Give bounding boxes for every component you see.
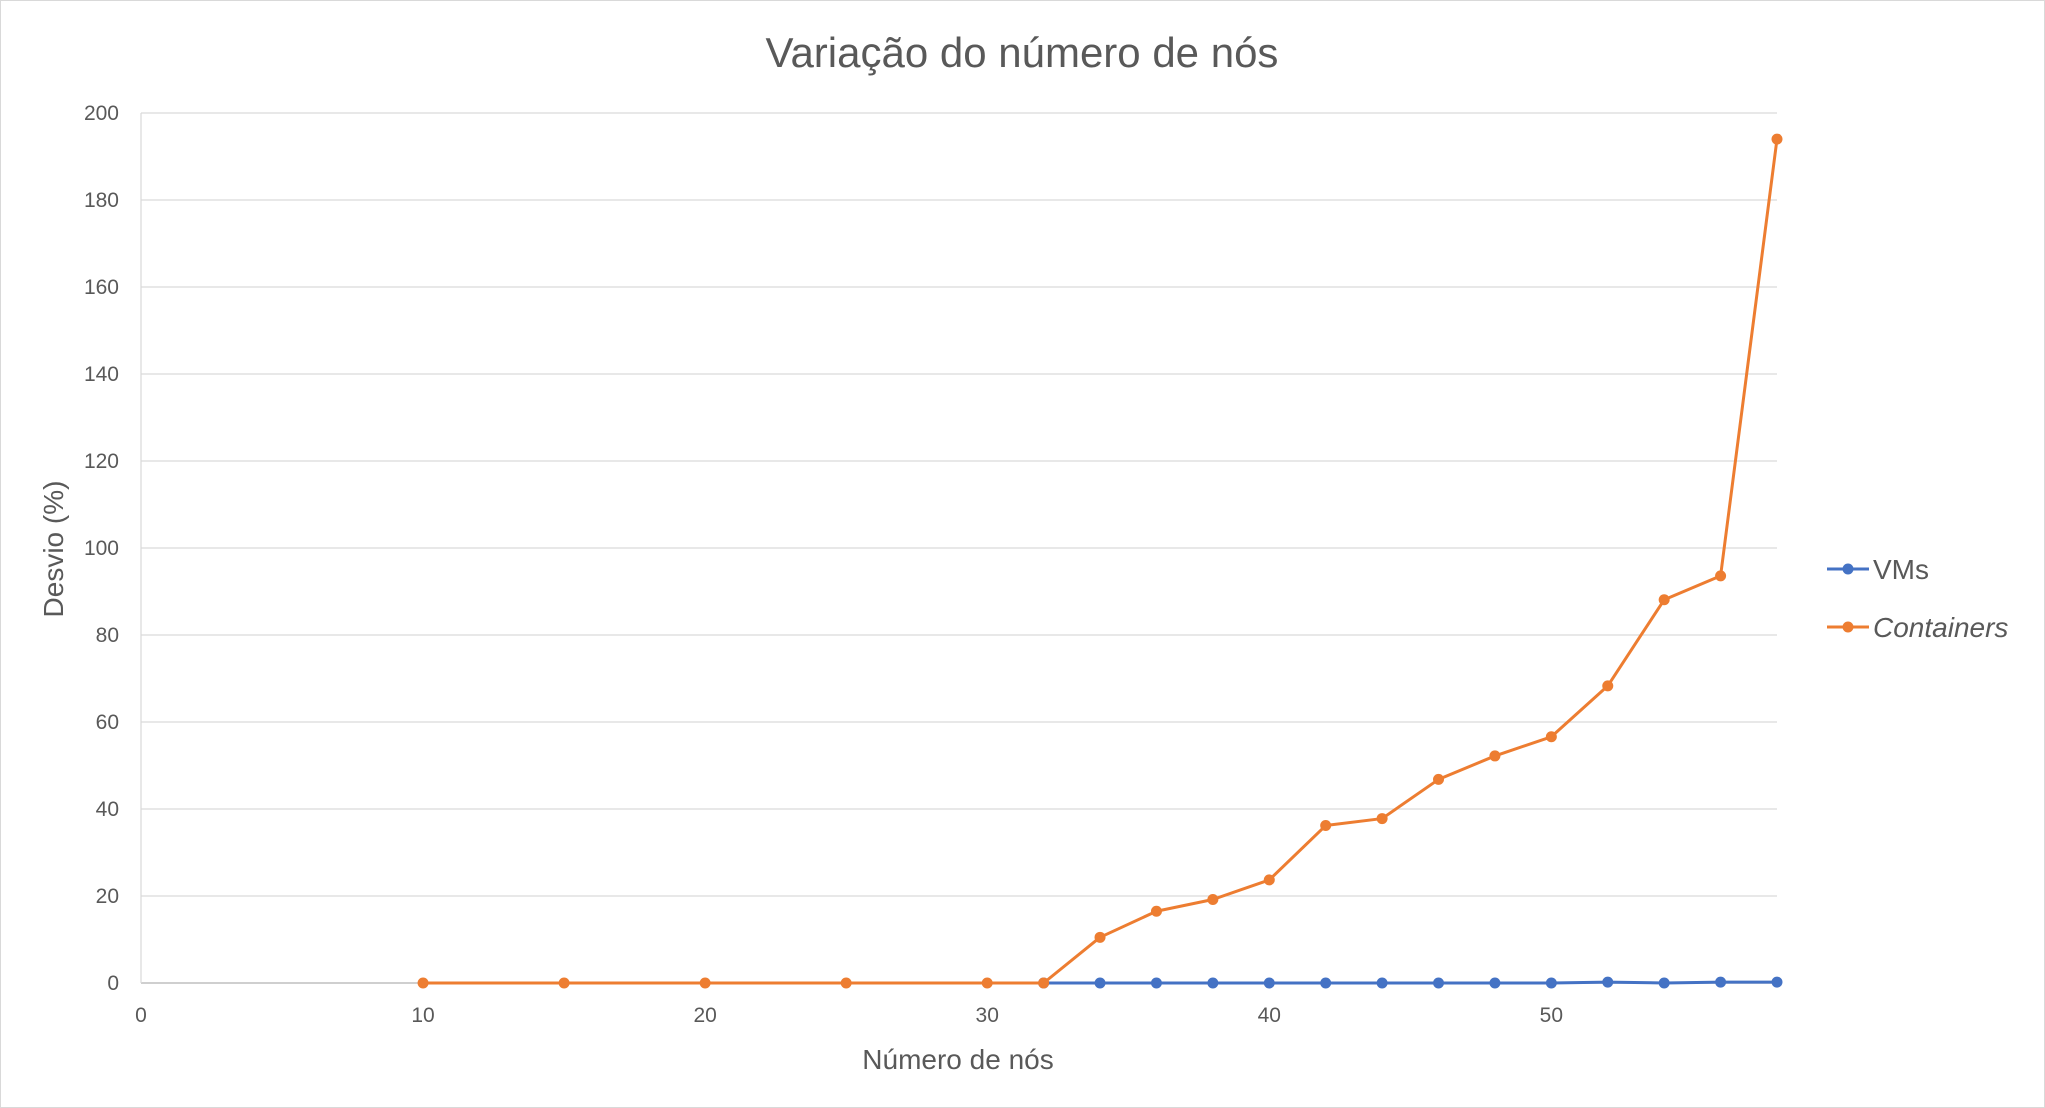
data-point <box>1320 820 1332 832</box>
data-point <box>1715 976 1727 988</box>
x-tick-label: 10 <box>411 1004 434 1027</box>
data-point <box>1094 931 1106 943</box>
data-point <box>1263 874 1275 886</box>
data-point <box>1038 977 1050 989</box>
y-tick-label: 180 <box>84 189 119 212</box>
data-point <box>417 977 429 989</box>
data-point <box>1602 680 1614 692</box>
data-point <box>1150 905 1162 917</box>
y-tick-label: 100 <box>84 537 119 560</box>
y-tick-label: 40 <box>96 798 119 821</box>
legend-item: Containers <box>1827 612 2008 643</box>
y-tick-label: 140 <box>84 363 119 386</box>
y-tick-label: 200 <box>84 102 119 125</box>
y-tick-label: 60 <box>96 711 119 734</box>
x-tick-label: 20 <box>693 1004 716 1027</box>
x-tick-label: 30 <box>976 1004 999 1027</box>
series-containers <box>417 133 1783 989</box>
x-tick-label: 50 <box>1540 1004 1563 1027</box>
data-point <box>1545 977 1557 989</box>
data-point <box>699 977 711 989</box>
data-point <box>558 977 570 989</box>
data-point <box>1602 976 1614 988</box>
data-point <box>1207 893 1219 905</box>
chart-title: Variação do número de nós <box>766 29 1279 76</box>
data-series <box>417 133 1783 989</box>
data-point <box>981 977 993 989</box>
legend-swatch-marker <box>1842 621 1854 633</box>
legend-item: VMs <box>1827 554 1929 585</box>
data-point <box>1545 731 1557 743</box>
data-point <box>1094 977 1106 989</box>
data-point <box>1489 977 1501 989</box>
data-point <box>1771 133 1783 145</box>
data-point <box>1263 977 1275 989</box>
legend-swatch-marker <box>1842 563 1854 575</box>
data-point <box>840 977 852 989</box>
x-tick-label: 0 <box>135 1004 147 1027</box>
gridlines <box>140 112 1777 984</box>
legend: VMs Containers <box>1827 554 2008 643</box>
data-point <box>1320 977 1332 989</box>
data-point <box>1376 977 1388 989</box>
data-point <box>1433 773 1445 785</box>
data-point <box>1207 977 1219 989</box>
data-point <box>1376 813 1388 825</box>
series-vms <box>1038 976 1783 989</box>
y-tick-label: 160 <box>84 276 119 299</box>
legend-label: Containers <box>1873 612 2008 643</box>
y-tick-label: 0 <box>107 972 119 995</box>
y-tick-label: 120 <box>84 450 119 473</box>
data-point <box>1433 977 1445 989</box>
x-axis-title: Número de nós <box>862 1044 1053 1075</box>
data-point <box>1658 594 1670 606</box>
y-tick-label: 80 <box>96 624 119 647</box>
x-tick-label: 40 <box>1258 1004 1281 1027</box>
series-line <box>423 138 1779 985</box>
series-line <box>1043 980 1777 985</box>
data-point <box>1489 750 1501 762</box>
tick-labels: 0 20 40 60 80 100 120 140 160 180 200 0 10 20 30 40 50 <box>84 102 1563 1027</box>
data-point <box>1771 976 1783 988</box>
data-point <box>1658 977 1670 989</box>
legend-label: VMs <box>1873 554 1929 585</box>
y-axis-title: Desvio (%) <box>38 481 69 618</box>
data-point <box>1150 977 1162 989</box>
y-tick-label: 20 <box>96 885 119 908</box>
data-point <box>1715 570 1727 582</box>
